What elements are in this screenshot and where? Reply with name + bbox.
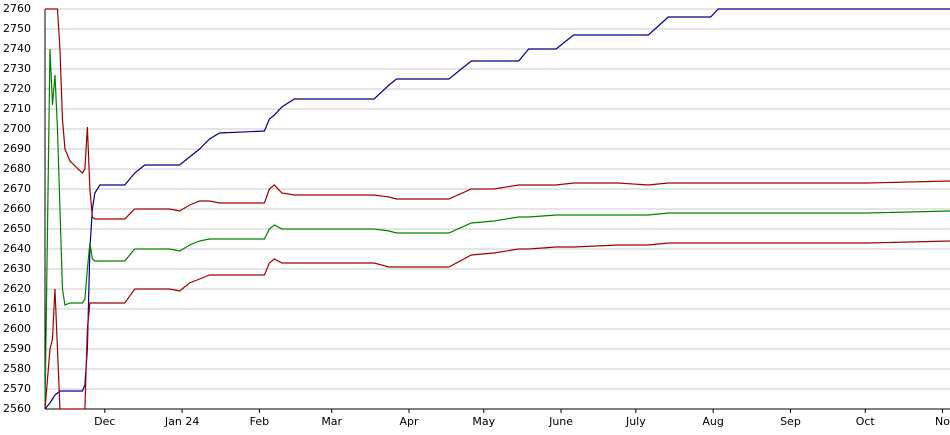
x-tick-label: No xyxy=(935,415,950,428)
y-tick-label: 2750 xyxy=(3,22,31,35)
y-tick-label: 2640 xyxy=(3,242,31,255)
y-tick-label: 2720 xyxy=(3,82,31,95)
series-line xyxy=(44,240,950,410)
x-tick-label: Dec xyxy=(94,415,115,428)
y-tick-label: 2680 xyxy=(3,162,31,175)
x-tick-label: July xyxy=(625,415,646,428)
y-tick-label: 2710 xyxy=(3,102,31,115)
series-line xyxy=(44,8,950,410)
y-tick-label: 2570 xyxy=(3,382,31,395)
x-tick-label: Apr xyxy=(399,415,419,428)
y-tick-label: 2580 xyxy=(3,362,31,375)
y-tick-label: 2660 xyxy=(3,202,31,215)
y-tick-label: 2610 xyxy=(3,302,31,315)
y-tick-label: 2690 xyxy=(3,142,31,155)
y-tick-label: 2700 xyxy=(3,122,31,135)
x-tick-label: Jan 24 xyxy=(164,415,199,428)
y-tick-label: 2590 xyxy=(3,342,31,355)
y-tick-label: 2650 xyxy=(3,222,31,235)
y-tick-label: 2630 xyxy=(3,262,31,275)
y-tick-label: 2760 xyxy=(3,2,31,15)
x-tick-label: Aug xyxy=(702,415,723,428)
x-tick-label: June xyxy=(548,415,573,428)
series-line xyxy=(44,48,950,410)
y-tick-label: 2620 xyxy=(3,282,31,295)
y-tick-label: 2740 xyxy=(3,42,31,55)
x-tick-label: Oct xyxy=(856,415,876,428)
x-tick-label: Mar xyxy=(321,415,342,428)
y-tick-label: 2670 xyxy=(3,182,31,195)
series-line xyxy=(45,8,950,220)
y-tick-label: 2560 xyxy=(3,402,31,415)
x-tick-label: Sep xyxy=(780,415,801,428)
y-tick-label: 2600 xyxy=(3,322,31,335)
x-tick-label: May xyxy=(472,415,495,428)
x-tick-label: Feb xyxy=(250,415,269,428)
y-tick-label: 2730 xyxy=(3,62,31,75)
